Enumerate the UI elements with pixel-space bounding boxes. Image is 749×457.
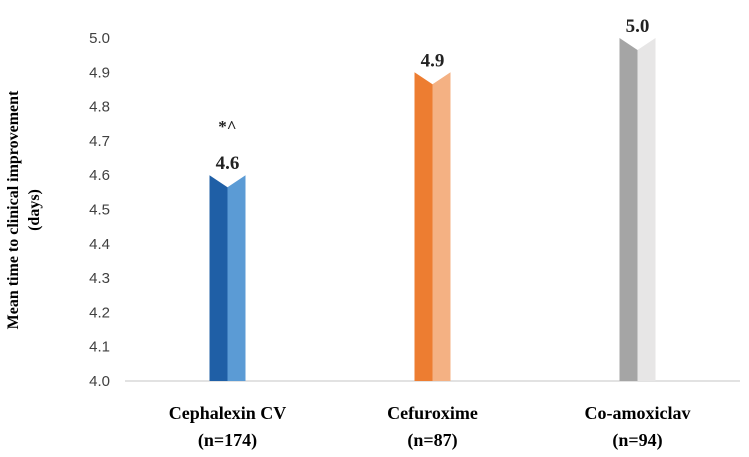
bar-right-half — [227, 175, 246, 381]
y-tick-label: 4.1 — [89, 339, 110, 356]
bar-left-half — [209, 175, 228, 381]
y-tick-label: 4.0 — [89, 373, 110, 390]
y-axis-title-line: Mean time to clinical improvement — [5, 90, 22, 329]
y-tick-label: 4.5 — [89, 202, 110, 219]
y-tick-label: 4.4 — [89, 236, 110, 253]
significance-annotation: *^ — [218, 117, 236, 136]
category-labels: Cephalexin CV (n=174) Cefuroxime (n=87) Co-a… — [169, 403, 691, 451]
y-tick-label: 4.2 — [89, 304, 110, 321]
y-axis-title: Mean time to clinical improvement (days) — [5, 90, 43, 329]
y-tick-label: 4.3 — [89, 270, 110, 287]
y-tick-label: 4.6 — [89, 167, 110, 184]
data-label: 4.6 — [216, 153, 240, 174]
bars: 4.6 *^ 4.9 5.0 — [209, 16, 656, 382]
category-label: Cefuroxime — [387, 403, 478, 423]
y-tick-label: 4.9 — [89, 64, 110, 81]
data-label: 4.9 — [421, 50, 445, 71]
y-tick-label: 5.0 — [89, 30, 110, 47]
y-tick-label: 4.8 — [89, 99, 110, 116]
category-label: Co-amoxiclav — [585, 403, 691, 423]
category-n-label: (n=87) — [407, 430, 457, 451]
bar-right-half — [432, 72, 451, 382]
category-label: Cephalexin CV — [169, 403, 287, 423]
bar-left-half — [414, 72, 433, 382]
category-n-label: (n=174) — [198, 430, 257, 451]
y-tick-label: 4.7 — [89, 133, 110, 150]
bar-right-half — [637, 38, 656, 381]
data-label: 5.0 — [626, 16, 650, 37]
category-n-label: (n=94) — [612, 430, 662, 451]
bar-left-half — [619, 38, 638, 381]
y-axis-title-line: (days) — [26, 189, 43, 231]
y-axis-ticks: 4.0 4.1 4.2 4.3 4.4 4.5 4.6 4.7 4.8 4.9 5.0 — [89, 30, 110, 390]
